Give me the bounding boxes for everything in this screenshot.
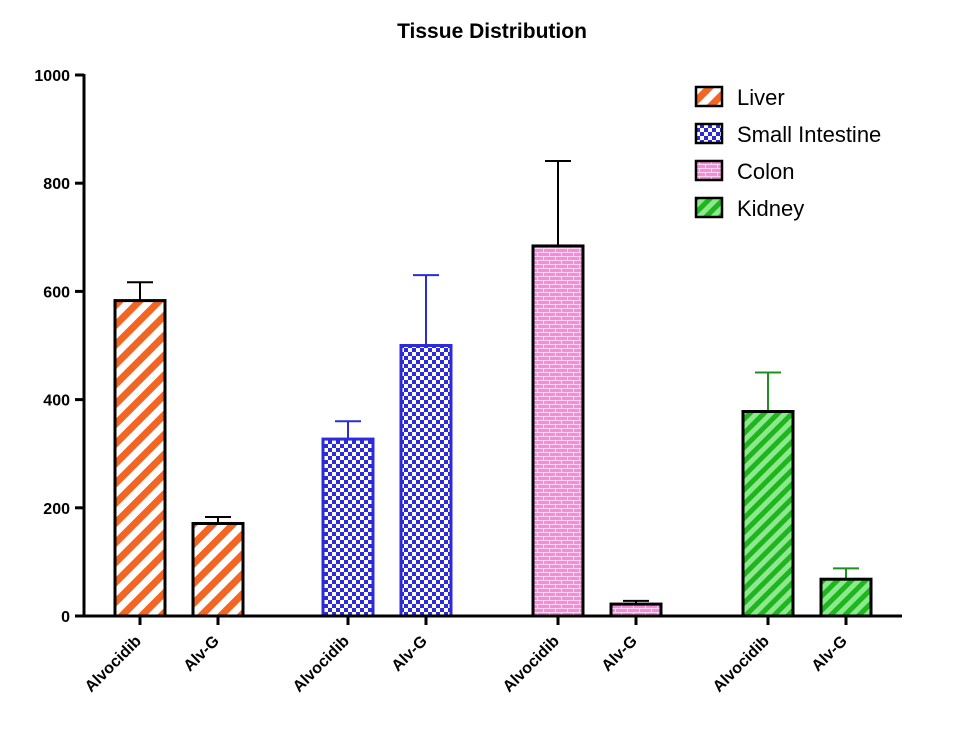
x-tick-label: Alv-G [181,633,223,675]
x-tick-label: Alvocidib [82,633,145,696]
x-tick-label: Alvocidib [500,633,563,696]
y-tick-label: 0 [61,609,70,626]
legend: Liver Small Intestine Colon Kidney [694,85,881,221]
x-tick-label: Alv-G [599,633,641,675]
bars-group [113,160,873,618]
bar-kidney-alv-g [819,577,873,618]
y-tick-label: 400 [43,393,70,410]
legend-label: Kidney [737,196,804,221]
bar-small-intestine-alv-g [399,344,453,618]
y-tick-label: 800 [43,176,70,193]
bar-colon-alv-g [609,602,663,618]
legend-swatch [694,85,724,108]
legend-swatch [694,196,724,219]
bar-liver-alv-g [191,521,245,618]
x-tick-label: Alv-G [389,633,431,675]
x-tick-label: Alvocidib [710,633,773,696]
bar-colon-alvocidib [531,244,585,618]
y-tick-label: 1000 [34,68,70,85]
y-tick-label: 600 [43,284,70,301]
y-axis: 0 200 400 600 800 1000 [34,68,86,626]
legend-swatch [694,159,724,182]
legend-label: Liver [737,85,785,110]
x-tick-label: Alvocidib [290,633,353,696]
bar-small-intestine-alvocidib [321,437,375,618]
x-axis: Alvocidib Alv-G Alvocidib Alv-G Alvocidib Alv… [82,614,902,696]
bar-kidney-alvocidib [741,410,795,618]
bar-liver-alvocidib [113,299,167,618]
x-tick-label: Alv-G [809,633,851,675]
legend-label: Small Intestine [737,122,881,147]
chart-title: Tissue Distribution [397,20,587,43]
legend-swatch [694,122,724,145]
y-tick-label: 200 [43,501,70,518]
legend-label: Colon [737,159,794,184]
